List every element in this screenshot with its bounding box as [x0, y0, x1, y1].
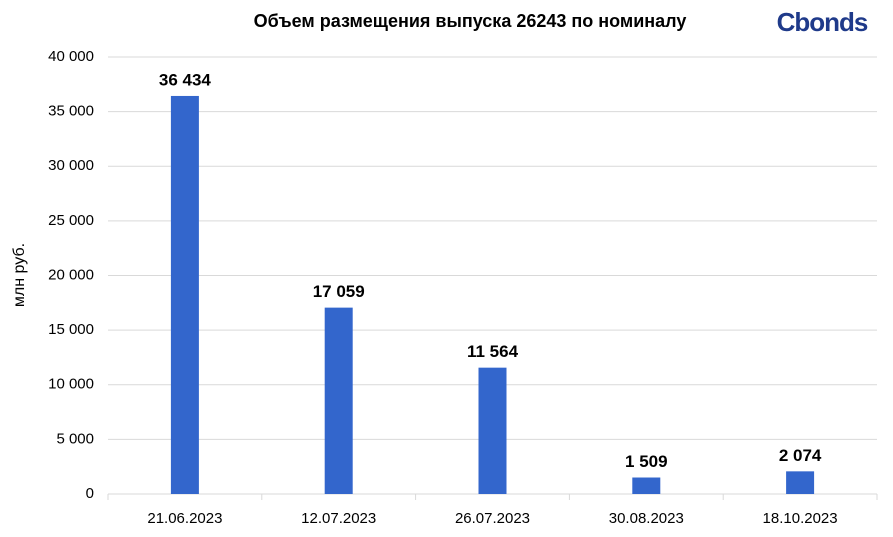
- bar: [478, 367, 507, 494]
- y-tick-label: 30 000: [48, 157, 94, 174]
- y-tick-label: 5 000: [56, 430, 94, 447]
- bar: [170, 95, 199, 494]
- bar: [786, 471, 815, 494]
- y-tick-label: 15 000: [48, 321, 94, 338]
- y-tick-label: 0: [86, 485, 94, 502]
- bar: [632, 477, 661, 494]
- x-tick-label: 30.08.2023: [609, 510, 684, 527]
- data-label: 17 059: [313, 282, 365, 301]
- x-tick-label: 21.06.2023: [147, 510, 222, 527]
- bar: [324, 307, 353, 494]
- logo: Cbonds: [777, 7, 868, 37]
- y-tick-label: 25 000: [48, 212, 94, 229]
- data-label: 2 074: [779, 446, 822, 465]
- data-label: 36 434: [159, 70, 212, 89]
- data-label: 11 564: [467, 342, 519, 361]
- data-label: 1 509: [625, 452, 668, 471]
- chart-title: Объем размещения выпуска 26243 по номина…: [254, 11, 687, 31]
- x-tick-label: 18.10.2023: [763, 510, 838, 527]
- x-tick-label: 26.07.2023: [455, 510, 530, 527]
- y-tick-label: 35 000: [48, 103, 94, 120]
- y-tick-label: 10 000: [48, 376, 94, 393]
- y-tick-label: 20 000: [48, 266, 94, 283]
- y-tick-label: 40 000: [48, 48, 94, 65]
- x-tick-label: 12.07.2023: [301, 510, 376, 527]
- y-axis-label: млн руб.: [11, 243, 28, 307]
